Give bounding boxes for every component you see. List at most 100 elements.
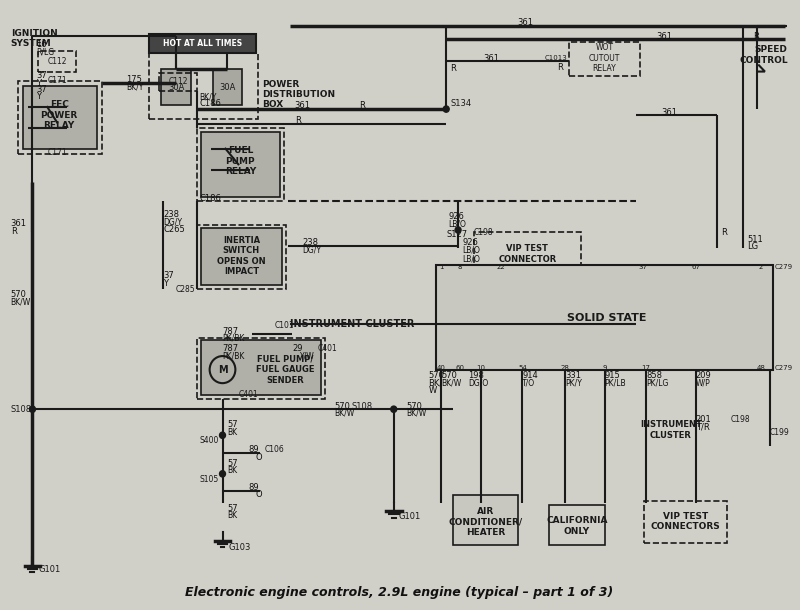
- Text: 57: 57: [227, 504, 238, 513]
- Text: T/O: T/O: [522, 379, 535, 388]
- Text: 89: 89: [248, 483, 259, 492]
- Text: BK/W: BK/W: [10, 297, 31, 306]
- Text: IGNITION
SYSTEM: IGNITION SYSTEM: [10, 29, 58, 48]
- Text: 570: 570: [406, 401, 422, 411]
- Text: 570: 570: [442, 371, 457, 381]
- Text: WOT
CUTOUT
RELAY: WOT CUTOUT RELAY: [589, 43, 620, 73]
- Text: 17: 17: [642, 365, 650, 370]
- Text: PK/BK: PK/BK: [222, 334, 245, 343]
- Text: SPEED
CONTROL: SPEED CONTROL: [739, 45, 788, 65]
- Circle shape: [390, 406, 397, 412]
- Bar: [38, 51, 76, 71]
- Text: FUEL PUMP/
FUEL GAUGE
SENDER: FUEL PUMP/ FUEL GAUGE SENDER: [256, 354, 314, 384]
- Text: HOT AT ALL TIMES: HOT AT ALL TIMES: [163, 39, 242, 48]
- Text: BK/W: BK/W: [334, 409, 354, 418]
- Bar: [159, 73, 197, 92]
- Text: 858: 858: [646, 371, 662, 381]
- Text: C199: C199: [770, 428, 790, 437]
- Text: 54: 54: [518, 365, 526, 370]
- Bar: [201, 132, 280, 196]
- Text: 28: 28: [561, 365, 570, 370]
- Text: C112: C112: [47, 57, 67, 66]
- Text: LB/O: LB/O: [462, 254, 480, 264]
- Text: FUEL
PUMP
RELAY: FUEL PUMP RELAY: [225, 146, 256, 176]
- Text: Electronic engine controls, 2.9L engine (typical – part 1 of 3): Electronic engine controls, 2.9L engine …: [185, 586, 613, 599]
- Bar: [197, 339, 326, 399]
- Text: 2: 2: [758, 265, 763, 270]
- Text: R: R: [557, 63, 563, 72]
- Text: O: O: [255, 490, 262, 499]
- Text: G101: G101: [398, 512, 421, 521]
- Bar: [201, 340, 322, 395]
- Text: R: R: [10, 226, 17, 235]
- Text: R: R: [753, 32, 759, 41]
- Text: 48: 48: [757, 365, 766, 370]
- Text: 331: 331: [565, 371, 581, 381]
- Text: 361: 361: [10, 219, 26, 228]
- Text: 175: 175: [126, 76, 142, 84]
- Text: BK/W: BK/W: [442, 379, 462, 388]
- Text: 9: 9: [602, 365, 607, 370]
- Text: C279: C279: [775, 365, 793, 370]
- Text: R: R: [359, 101, 365, 110]
- Text: R/LG: R/LG: [37, 47, 54, 56]
- Text: AIR
CONDITIONER/
HEATER: AIR CONDITIONER/ HEATER: [449, 507, 523, 537]
- Text: LG: LG: [747, 242, 758, 251]
- Text: C285: C285: [175, 285, 194, 294]
- Bar: [150, 53, 258, 120]
- Text: C171: C171: [47, 76, 67, 85]
- Text: 361: 361: [483, 54, 499, 62]
- Text: 570: 570: [10, 290, 26, 299]
- Text: EEC
POWER
RELAY: EEC POWER RELAY: [41, 101, 78, 130]
- Text: C279: C279: [775, 265, 793, 270]
- Text: 926: 926: [448, 212, 464, 221]
- Text: S400: S400: [199, 436, 218, 445]
- Bar: [150, 34, 256, 53]
- Text: VIP TEST
CONNECTORS: VIP TEST CONNECTORS: [651, 512, 721, 531]
- Text: R: R: [722, 228, 727, 237]
- Text: C171: C171: [47, 148, 67, 157]
- Text: DG/O: DG/O: [468, 379, 488, 388]
- Bar: [474, 232, 581, 276]
- Text: C112: C112: [168, 77, 188, 87]
- Text: R: R: [450, 64, 456, 73]
- Text: INSTRUMENT CLUSTER: INSTRUMENT CLUSTER: [290, 319, 414, 329]
- Text: C101: C101: [275, 321, 294, 331]
- Text: M: M: [218, 365, 227, 375]
- Text: Y: Y: [163, 279, 168, 287]
- Text: DG/Y: DG/Y: [163, 217, 182, 226]
- Circle shape: [455, 227, 461, 233]
- Text: 57: 57: [227, 459, 238, 468]
- Text: 201: 201: [696, 415, 711, 424]
- Text: T/R: T/R: [696, 423, 710, 431]
- Bar: [197, 224, 286, 289]
- Text: 914: 914: [522, 371, 538, 381]
- Text: 57: 57: [227, 420, 238, 429]
- Text: PK/BK: PK/BK: [222, 351, 245, 361]
- Text: R: R: [294, 116, 301, 125]
- Text: 40: 40: [437, 365, 446, 370]
- Text: G103: G103: [229, 544, 251, 552]
- Text: G101: G101: [38, 565, 61, 574]
- Text: S134: S134: [450, 99, 471, 109]
- Text: 209: 209: [696, 371, 711, 381]
- Bar: [22, 86, 97, 149]
- Text: 198: 198: [468, 371, 484, 381]
- Text: BK: BK: [227, 428, 238, 437]
- Circle shape: [219, 471, 226, 477]
- Text: 915: 915: [605, 371, 620, 381]
- Text: 37: 37: [638, 265, 648, 270]
- Text: C198: C198: [474, 228, 494, 237]
- Text: BK/Y: BK/Y: [126, 83, 144, 92]
- Text: BK/Y: BK/Y: [200, 92, 217, 101]
- Text: BK: BK: [227, 466, 238, 475]
- Circle shape: [443, 106, 449, 112]
- Text: 570: 570: [334, 401, 350, 411]
- Text: O: O: [255, 453, 262, 462]
- Bar: [644, 501, 727, 543]
- Text: 30A: 30A: [219, 83, 236, 92]
- Text: LB/O: LB/O: [448, 219, 466, 228]
- Text: LB/O: LB/O: [462, 245, 480, 254]
- Bar: [213, 70, 242, 105]
- Text: 238: 238: [302, 238, 318, 247]
